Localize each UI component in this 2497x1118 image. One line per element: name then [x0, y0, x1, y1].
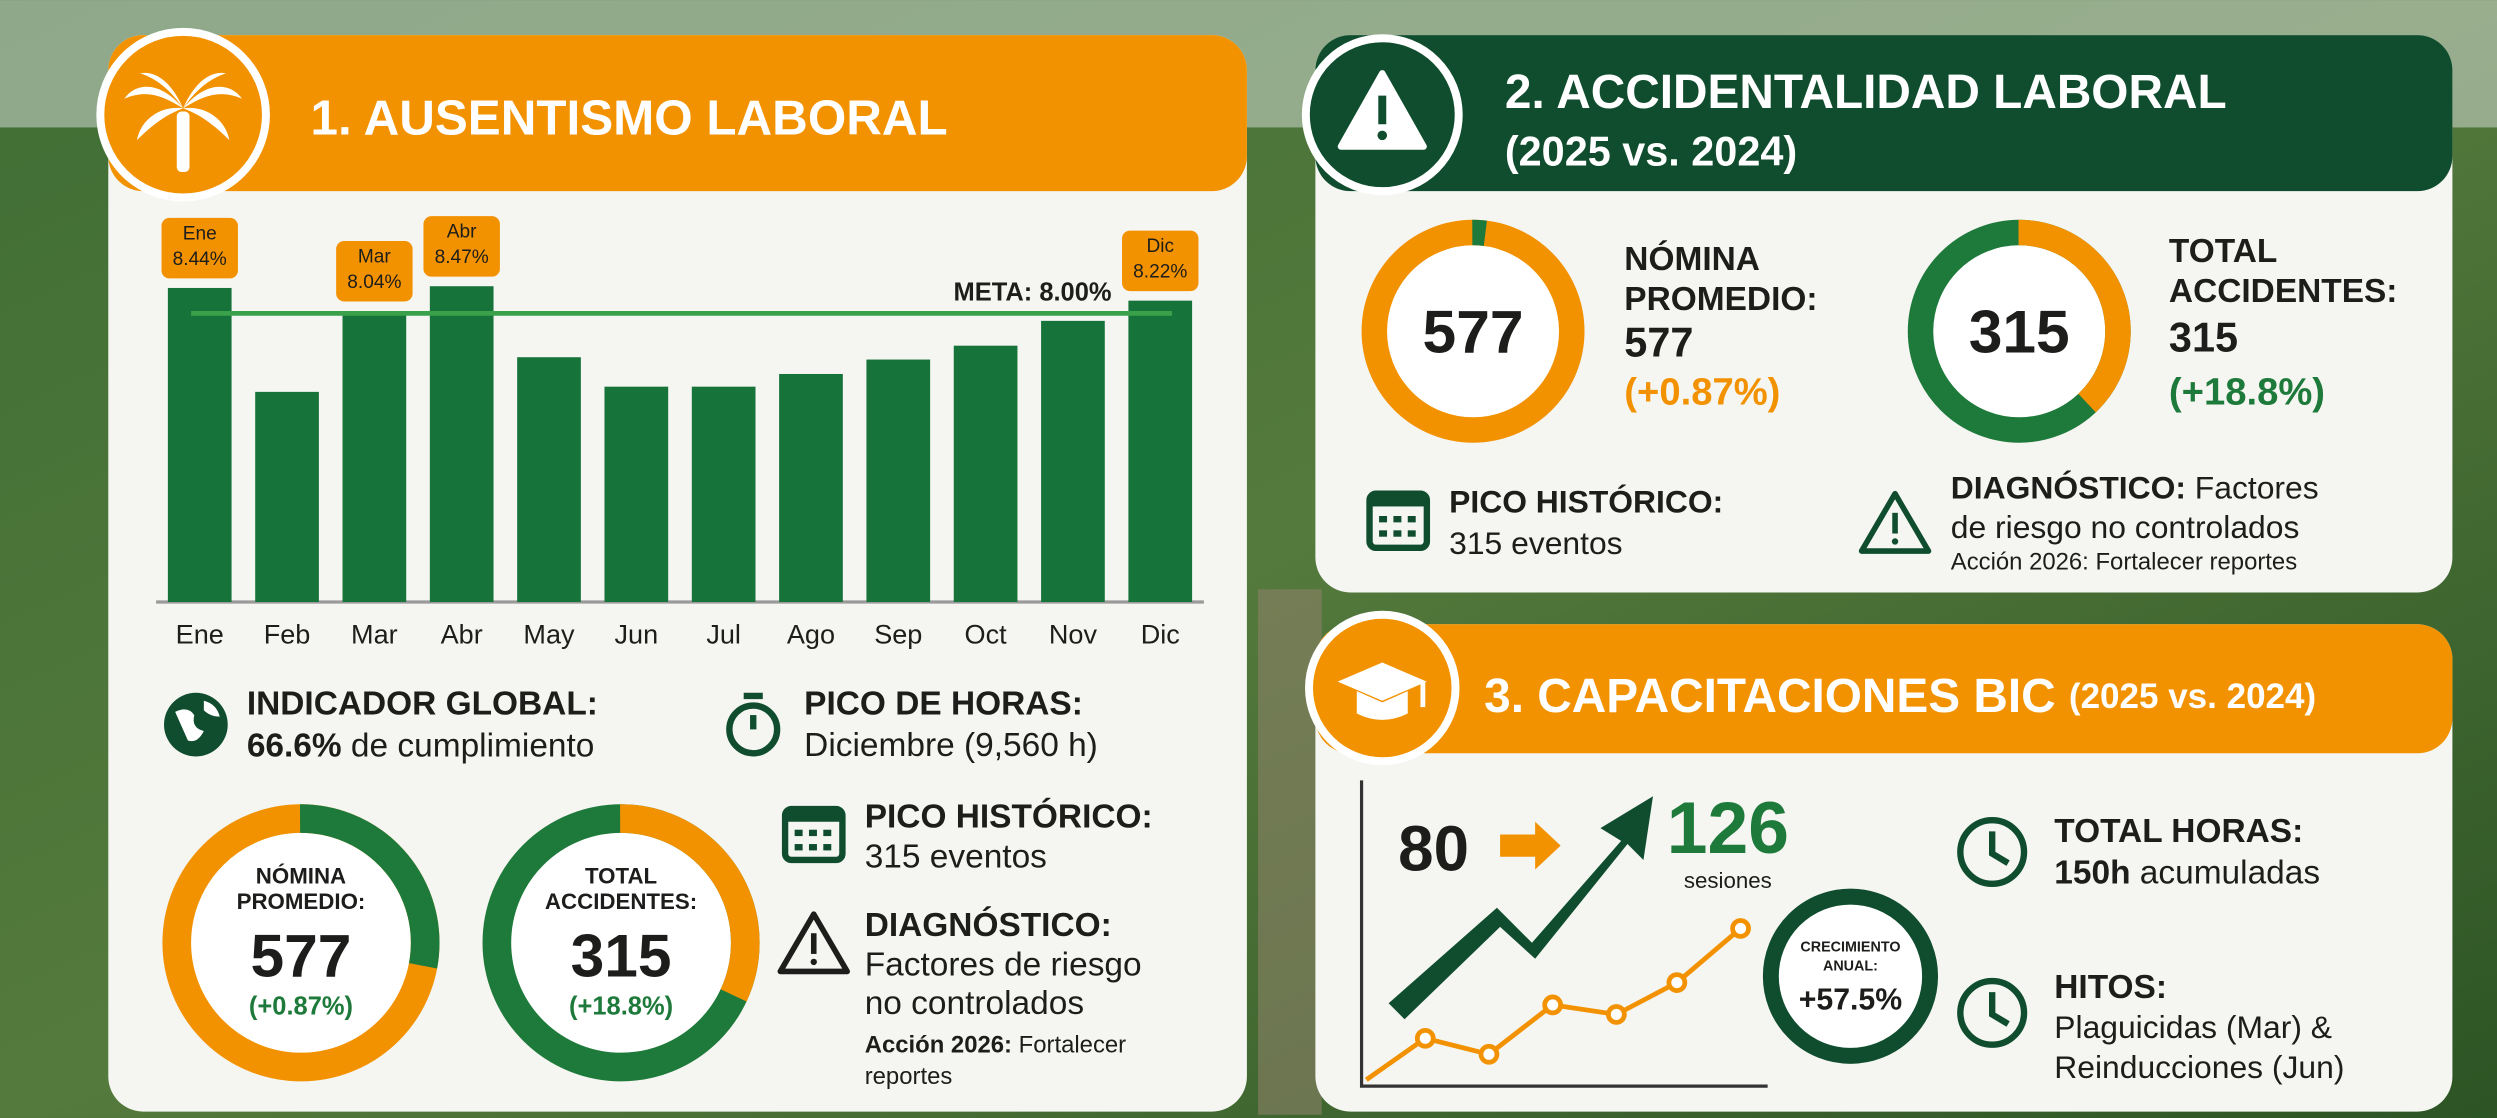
ring-label: ACCIDENTES: — [545, 889, 697, 914]
target-label: META: 8.00% — [954, 279, 1112, 307]
growth-label: CRECIMIENTO — [1800, 940, 1900, 956]
callout-month: Ene — [183, 223, 217, 244]
x-tick-label: Jun — [615, 618, 659, 649]
ring-label: PROMEDIO: — [237, 889, 366, 914]
callout-month: Dic — [1146, 236, 1174, 257]
payroll-value: 577 — [1624, 319, 1693, 365]
payroll-label: NÓMINA — [1624, 240, 1760, 278]
x-tick-label: Jul — [706, 618, 741, 649]
diagnosis-line: de riesgo no controlados — [1951, 509, 2300, 545]
milestone-line: Reinducciones (Jun) — [2054, 1049, 2344, 1085]
bar — [779, 374, 843, 602]
bar — [692, 387, 756, 602]
action-text: Acción 2026: Fortalecer — [865, 1031, 1126, 1058]
value-label: 8.47% — [435, 247, 489, 268]
payroll-change: (+0.87%) — [1624, 370, 1780, 413]
global-label: INDICADOR GLOBAL: — [247, 685, 598, 722]
ring-value: 577 — [251, 922, 352, 990]
panel-accidentalidad: 2. ACCIDENTALIDAD LABORAL (2025 vs. 2024… — [1306, 35, 2453, 592]
bar — [255, 392, 319, 602]
diagnosis-text: DIAGNÓSTICO: Factores — [1951, 469, 2319, 505]
x-tick-label: Nov — [1049, 618, 1098, 649]
sessions-from: 80 — [1398, 813, 1469, 884]
peak-history-text: 315 eventos — [1449, 525, 1622, 561]
x-tick-label: Dic — [1141, 618, 1180, 649]
accidents-change: (+18.8%) — [2169, 370, 2325, 413]
growth-ring — [1771, 897, 1930, 1056]
hours-value: 150h — [2054, 854, 2130, 891]
hours-label: TOTAL HORAS: — [2054, 813, 2303, 850]
ring-value: 315 — [571, 922, 672, 990]
bar — [954, 346, 1018, 602]
bar — [604, 387, 668, 602]
diagnosis-line: Factores — [2195, 469, 2319, 505]
global-desc: de cumplimiento — [351, 727, 594, 764]
x-tick-label: Ene — [176, 618, 224, 649]
ring-label: NÓMINA — [256, 863, 346, 888]
x-tick-label: Ago — [787, 618, 835, 649]
action-line: reportes — [865, 1063, 953, 1090]
title: 1. AUSENTISMO LABORAL — [311, 90, 948, 145]
x-tick-label: Mar — [351, 618, 398, 649]
accidents-label: TOTAL — [2169, 233, 2277, 270]
title: 3. CAPACITACIONES BIC — [1484, 669, 2055, 722]
action-label: Acción 2026: — [865, 1031, 1012, 1058]
action-line: Fortalecer — [1019, 1031, 1127, 1058]
peak-hours-text: Diciembre (9,560 h) — [804, 727, 1098, 764]
ring-label: TOTAL — [585, 863, 657, 888]
title: 2. ACCIDENTALIDAD LABORAL — [1505, 66, 2227, 119]
milestone-line: Plaguicidas (Mar) & — [2054, 1009, 2332, 1045]
ring-change: (+0.87%) — [249, 992, 353, 1020]
action-text: Acción 2026: Fortalecer reportes — [1951, 549, 2297, 576]
hours-desc: acumuladas — [2140, 854, 2320, 891]
callout-month: Abr — [447, 222, 477, 243]
ring-change: (+18.8%) — [569, 992, 673, 1020]
diagnosis-line: Factores de riesgo — [865, 947, 1142, 984]
diagnosis-label: DIAGNÓSTICO: — [1951, 469, 2186, 505]
value-label: 8.44% — [173, 249, 227, 270]
ring-value: 577 — [1423, 297, 1524, 365]
x-tick-label: Sep — [874, 618, 922, 649]
bar — [1041, 321, 1105, 602]
sessions-unit: sesiones — [1684, 868, 1772, 893]
bar — [517, 357, 581, 602]
ring-value: 315 — [1969, 297, 2070, 365]
diagnosis-label: DIAGNÓSTICO: — [865, 906, 1112, 944]
global-value: 66.6% — [247, 727, 342, 764]
accidents-label: ACCIDENTES: — [2169, 273, 2398, 310]
value-label: 8.04% — [347, 272, 401, 293]
milestones-label: HITOS: — [2054, 969, 2167, 1006]
diagnosis-line: no controlados — [865, 985, 1084, 1022]
peak-hours-label: PICO DE HORAS: — [804, 685, 1083, 722]
x-tick-label: Abr — [441, 618, 483, 649]
bar — [866, 360, 930, 602]
subtitle: (2025 vs. 2024) — [2069, 676, 2316, 715]
peak-history-label: PICO HISTÓRICO: — [1449, 484, 1723, 520]
infographic: 1. AUSENTISMO LABORAL Ene Feb Mar Abr May Jun… — [0, 0, 2497, 1118]
hours-text: 150h acumuladas — [2054, 854, 2320, 891]
panel-capacitaciones: 3. CAPACITACIONES BIC (2025 vs. 2024) 80… — [1309, 615, 2452, 1112]
growth-value: +57.5% — [1799, 984, 1903, 1017]
x-tick-label: Feb — [264, 618, 311, 649]
title-line: 3. CAPACITACIONES BIC (2025 vs. 2024) — [1484, 669, 2316, 722]
x-tick-label: May — [523, 618, 575, 649]
subtitle: (2025 vs. 2024) — [1505, 128, 1797, 174]
peak-history-text: 315 eventos — [865, 838, 1047, 875]
x-tick-label: Oct — [965, 618, 1008, 649]
payroll-label: PROMEDIO: — [1624, 281, 1817, 318]
growth-label: ANUAL: — [1823, 959, 1878, 975]
globe-icon — [164, 693, 228, 757]
bar — [168, 288, 232, 602]
panel-ausentismo: 1. AUSENTISMO LABORAL Ene Feb Mar Abr May Jun… — [100, 32, 1247, 1112]
page: 1. AUSENTISMO LABORAL Ene Feb Mar Abr May Jun… — [0, 0, 2497, 1118]
global-text: 66.6% de cumplimiento — [247, 727, 595, 764]
bar — [1128, 301, 1192, 602]
sessions-to: 126 — [1667, 787, 1789, 869]
peak-history-label: PICO HISTÓRICO: — [865, 797, 1153, 835]
accidents-value: 315 — [2169, 315, 2238, 361]
callout-month: Mar — [358, 246, 392, 267]
bar — [430, 286, 494, 602]
value-label: 8.22% — [1133, 261, 1187, 282]
bar — [343, 311, 407, 602]
